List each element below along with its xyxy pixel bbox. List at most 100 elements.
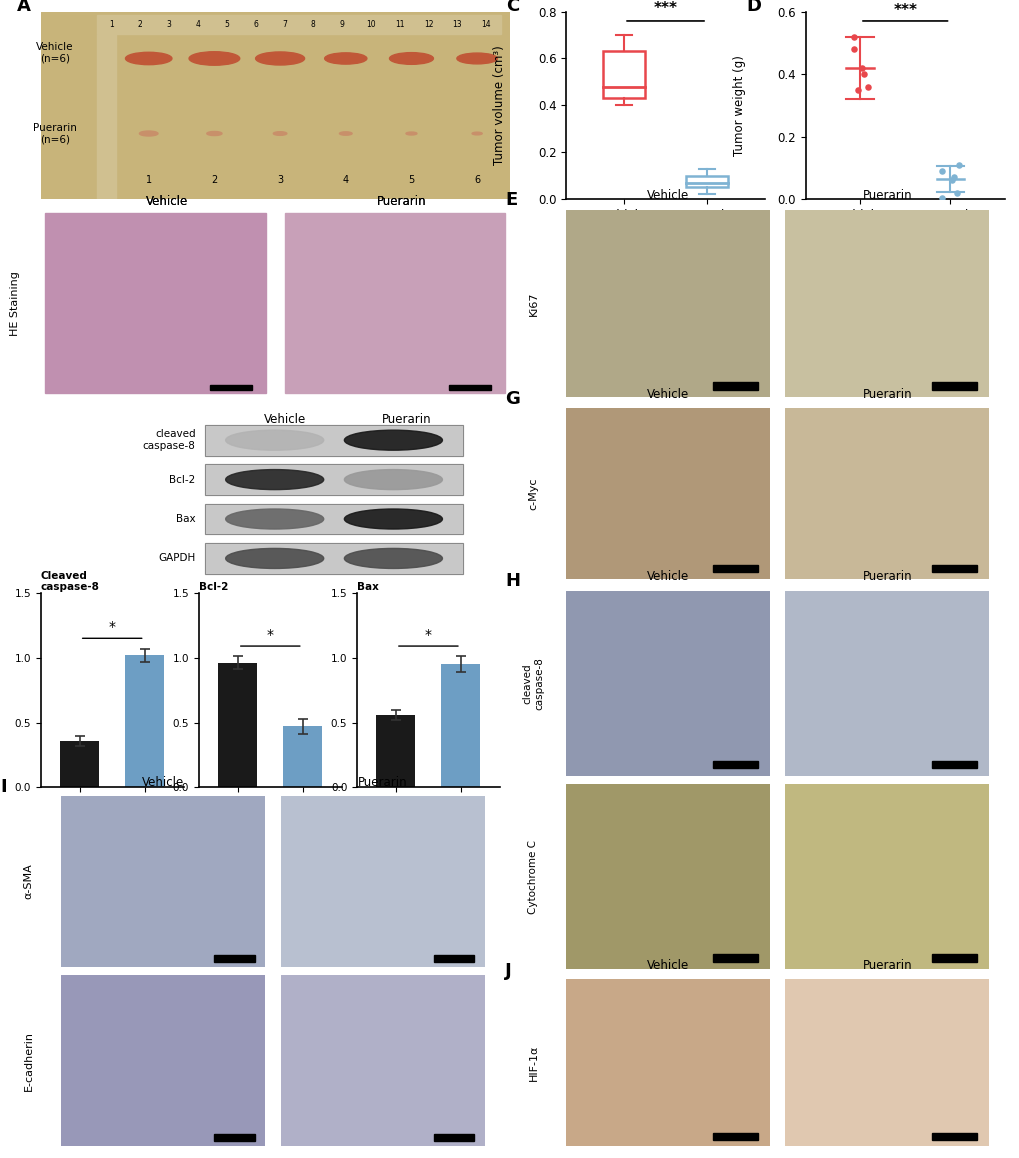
Bar: [214, 955, 255, 962]
Text: ***: ***: [653, 1, 677, 16]
Text: Vehicle: Vehicle: [142, 776, 184, 789]
Text: 3: 3: [166, 20, 171, 29]
Text: 14: 14: [481, 20, 490, 29]
Text: Bax: Bax: [176, 514, 196, 525]
Ellipse shape: [344, 510, 442, 529]
Bar: [205, 464, 463, 494]
Text: 6: 6: [253, 20, 258, 29]
Text: Cleaved
caspase-8: Cleaved caspase-8: [41, 571, 100, 592]
Text: 2: 2: [211, 175, 217, 185]
Bar: [210, 384, 252, 390]
Ellipse shape: [389, 52, 433, 65]
Bar: [60, 741, 99, 787]
Text: Puerarin: Puerarin: [381, 412, 431, 426]
Text: Puerarin: Puerarin: [377, 195, 427, 207]
Ellipse shape: [140, 131, 158, 135]
Bar: [376, 714, 415, 787]
Text: Ki67: Ki67: [528, 291, 538, 316]
Ellipse shape: [256, 52, 305, 65]
Point: [948, 184, 964, 203]
Text: 5: 5: [408, 175, 414, 185]
Bar: [712, 382, 757, 390]
Text: 3: 3: [277, 175, 283, 185]
Text: 8: 8: [311, 20, 315, 29]
Bar: [205, 504, 463, 535]
Ellipse shape: [472, 132, 482, 134]
Text: 10: 10: [366, 20, 375, 29]
Text: 4: 4: [196, 20, 200, 29]
Text: 7: 7: [281, 20, 286, 29]
Ellipse shape: [273, 132, 286, 135]
Text: cleaved
caspase-8: cleaved caspase-8: [143, 430, 196, 450]
Ellipse shape: [189, 52, 239, 65]
Text: 4: 4: [342, 175, 348, 185]
Text: Vehicle: Vehicle: [646, 959, 689, 972]
Text: GAPDH: GAPDH: [158, 554, 196, 564]
Bar: [931, 1133, 976, 1139]
Point: [946, 168, 962, 186]
Bar: [931, 761, 976, 769]
Bar: [603, 51, 644, 98]
Bar: [712, 565, 757, 572]
Text: Vehicle: Vehicle: [263, 412, 306, 426]
Text: G: G: [504, 390, 520, 409]
Ellipse shape: [225, 470, 323, 490]
Text: Vehicle
(n=6): Vehicle (n=6): [36, 42, 73, 64]
Text: Puerarin
(n=6): Puerarin (n=6): [33, 123, 76, 145]
Bar: [205, 464, 463, 494]
Text: 1: 1: [109, 20, 114, 29]
Ellipse shape: [406, 132, 417, 135]
Bar: [284, 213, 504, 394]
Bar: [97, 34, 116, 199]
Text: Vehicle: Vehicle: [146, 195, 189, 207]
Bar: [214, 1135, 255, 1142]
Text: Puerarin: Puerarin: [862, 388, 911, 401]
Text: D: D: [746, 0, 760, 15]
Bar: [931, 382, 976, 390]
Text: H: H: [504, 572, 520, 591]
Text: 1: 1: [146, 175, 152, 185]
Bar: [712, 954, 757, 962]
Ellipse shape: [225, 430, 323, 450]
Text: A: A: [17, 0, 32, 15]
Text: α-SMA: α-SMA: [23, 864, 34, 899]
Bar: [433, 955, 474, 962]
Bar: [125, 655, 164, 787]
Ellipse shape: [457, 53, 497, 64]
Ellipse shape: [344, 549, 442, 569]
Text: E-cadherin: E-cadherin: [23, 1031, 34, 1091]
Point: [932, 162, 949, 181]
Text: HIF-1α: HIF-1α: [528, 1045, 538, 1082]
Y-axis label: Tumor weight (g): Tumor weight (g): [733, 54, 746, 156]
Text: HE Staining: HE Staining: [10, 271, 20, 336]
Point: [859, 78, 875, 96]
Text: cleaved
caspase-8: cleaved caspase-8: [522, 657, 544, 710]
Point: [849, 80, 865, 98]
Text: Vehicle: Vehicle: [646, 388, 689, 401]
Text: 5: 5: [224, 20, 229, 29]
Text: J: J: [504, 961, 512, 980]
Text: 12: 12: [424, 20, 433, 29]
Ellipse shape: [324, 53, 367, 64]
Bar: [205, 425, 463, 455]
Text: *: *: [425, 628, 431, 643]
Text: c-Myc: c-Myc: [528, 477, 538, 510]
Text: I: I: [0, 778, 6, 797]
Ellipse shape: [344, 430, 442, 450]
Point: [944, 171, 960, 190]
Text: *: *: [109, 621, 115, 635]
Text: Vehicle: Vehicle: [646, 189, 689, 203]
Bar: [712, 761, 757, 769]
Point: [855, 65, 871, 83]
Ellipse shape: [207, 132, 222, 135]
Bar: [283, 726, 322, 787]
Text: 11: 11: [394, 20, 405, 29]
Ellipse shape: [344, 470, 442, 490]
Point: [845, 28, 861, 46]
Text: Bcl-2: Bcl-2: [169, 475, 196, 484]
Text: Puerarin: Puerarin: [862, 189, 911, 203]
Bar: [931, 954, 976, 962]
Text: 9: 9: [339, 20, 344, 29]
Text: ***: ***: [893, 2, 916, 17]
Text: Puerarin: Puerarin: [358, 776, 407, 789]
